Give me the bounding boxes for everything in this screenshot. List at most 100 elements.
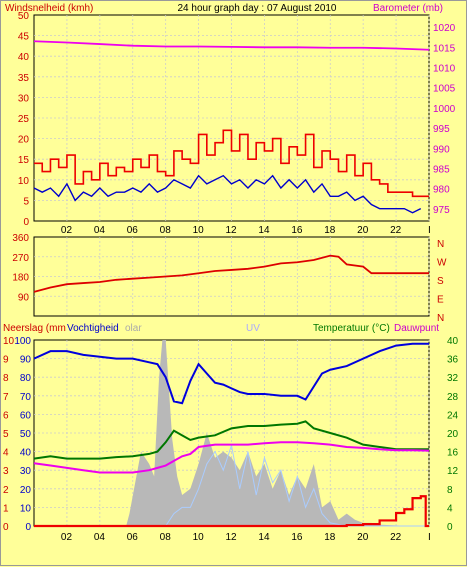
temperature-y-tick: 36: [447, 355, 459, 366]
barometer-y-tick: 985: [433, 164, 450, 175]
barometer-y-tick: 995: [433, 124, 450, 135]
rain-y-tick: 6: [3, 410, 9, 421]
rain-y-tick: 3: [3, 466, 9, 477]
wind-y-tick: 50: [18, 11, 30, 22]
humidity-y-tick: 100: [14, 336, 31, 347]
barometer-title: Barometer (mb): [373, 3, 443, 14]
x-tick-label: I: [428, 532, 431, 543]
x-tick-label: 14: [258, 225, 270, 236]
x-tick-label: 02: [61, 225, 73, 236]
temperature-y-tick: 28: [447, 392, 459, 403]
x-tick-label: I: [428, 225, 431, 236]
barometer-y-tick: 1000: [433, 104, 456, 115]
rain-y-tick: 5: [3, 429, 9, 440]
wind-y-tick: 30: [18, 93, 30, 104]
x-tick-label: 10: [193, 225, 205, 236]
temperature-y-tick: 0: [447, 522, 453, 533]
rain-y-tick: 7: [3, 392, 9, 403]
x-tick-label: 04: [94, 225, 106, 236]
x-tick-label: 16: [291, 225, 303, 236]
x-tick-label: 18: [324, 225, 336, 236]
temperature-y-tick: 12: [447, 466, 459, 477]
x-tick-label: 06: [127, 532, 139, 543]
direction-y-tick: 90: [18, 292, 30, 303]
humidity-y-tick: 90: [20, 355, 32, 366]
x-tick-label: 20: [357, 532, 369, 543]
barometer-y-tick: 990: [433, 144, 450, 155]
x-tick-label: 16: [291, 532, 303, 543]
humidity-y-tick: 70: [20, 392, 32, 403]
humidity-y-tick: 80: [20, 373, 32, 384]
x-tick-label: 22: [390, 225, 402, 236]
temperature-y-tick: 16: [447, 448, 459, 459]
wind-speed-title: Windsnelheid (kmh): [5, 3, 93, 14]
rain-y-tick: 2: [3, 485, 9, 496]
wind-average-line: [33, 174, 422, 214]
wind-y-tick: 10: [18, 176, 30, 187]
dewpoint-line: [33, 441, 430, 474]
wind-y-tick: 40: [18, 52, 30, 63]
barometer-y-tick: 1005: [433, 84, 456, 95]
temperature-y-tick: 40: [447, 336, 459, 347]
barometer-y-tick: 1010: [433, 64, 456, 75]
direction-y-tick: 180: [12, 273, 29, 284]
compass-label: W: [437, 258, 447, 269]
uv-line: [34, 443, 429, 527]
x-tick-label: 10: [193, 532, 205, 543]
humidity-label: Vochtigheid: [67, 323, 119, 334]
wind-y-tick: 35: [18, 73, 30, 84]
rain-y-tick: 0: [3, 522, 9, 533]
x-tick-label: 12: [226, 532, 238, 543]
uv-label: UV: [246, 323, 260, 334]
compass-label: E: [437, 295, 444, 306]
x-tick-label: 08: [160, 532, 172, 543]
temperature-line: [33, 420, 429, 460]
barometer-y-tick: 1020: [433, 23, 456, 34]
direction-y-tick: 360: [12, 233, 29, 244]
dewpoint-label: Dauwpunt: [394, 323, 439, 334]
wind-gust-line: [34, 129, 429, 198]
rain-line: [34, 495, 429, 528]
x-tick-label: 14: [258, 532, 270, 543]
x-tick-label: 08: [160, 225, 172, 236]
x-tick-label: 12: [226, 225, 238, 236]
rain-label: Neerslag (mm: [3, 323, 66, 334]
compass-label: S: [437, 276, 444, 287]
temperature-label: Temperatuur (°C): [313, 323, 390, 334]
humidity-y-tick: 20: [20, 485, 32, 496]
wind-y-tick: 5: [23, 196, 29, 207]
rain-y-tick: 9: [3, 355, 9, 366]
humidity-y-tick: 40: [20, 448, 32, 459]
humidity-y-tick: 0: [25, 522, 31, 533]
humidity-y-tick: 30: [20, 466, 32, 477]
rain-y-tick: 4: [3, 448, 9, 459]
temperature-y-tick: 4: [447, 503, 453, 514]
graph-date-title: 24 hour graph day : 07 August 2010: [177, 3, 336, 14]
humidity-y-tick: 10: [20, 503, 32, 514]
wind-y-tick: 25: [18, 114, 30, 125]
compass-label: N: [437, 239, 444, 250]
wind-y-tick: 0: [23, 217, 29, 228]
rain-y-tick: 10: [3, 336, 15, 347]
temperature-y-tick: 24: [447, 410, 459, 421]
barometer-y-tick: 975: [433, 205, 450, 216]
solar-label: olar: [125, 323, 142, 334]
wind-direction-line: [33, 254, 429, 293]
humidity-line: [33, 342, 429, 405]
rain-y-tick: 1: [3, 503, 9, 514]
solar-area: [34, 340, 429, 526]
barometer-y-tick: 980: [433, 185, 450, 196]
rain-y-tick: 8: [3, 373, 9, 384]
temperature-y-tick: 8: [447, 485, 453, 496]
temperature-y-tick: 32: [447, 373, 459, 384]
humidity-y-tick: 60: [20, 410, 32, 421]
x-tick-label: 22: [390, 532, 402, 543]
wind-y-tick: 15: [18, 155, 30, 166]
barometer-line: [33, 40, 430, 51]
wind-y-tick: 20: [18, 135, 30, 146]
temperature-y-tick: 20: [447, 429, 459, 440]
x-tick-label: 18: [324, 532, 336, 543]
x-tick-label: 06: [127, 225, 139, 236]
humidity-y-tick: 50: [20, 429, 32, 440]
